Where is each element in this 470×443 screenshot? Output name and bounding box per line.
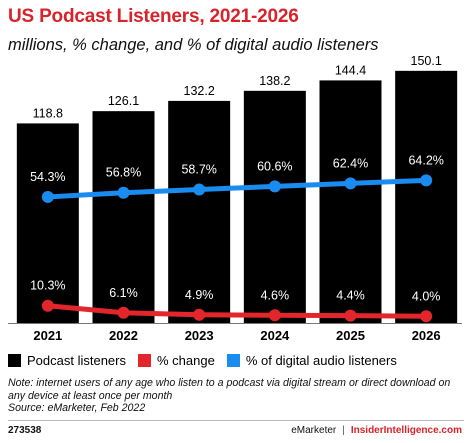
change-line	[47, 303, 427, 319]
footer-divider	[8, 420, 464, 421]
share-point-2023	[193, 183, 206, 196]
x-tick-label-2024: 2024	[260, 328, 290, 343]
chart-notes: Note: internet users of any age who list…	[8, 377, 463, 415]
legend-swatch-change	[138, 353, 151, 367]
footer-brand: eMarketer | InsiderIntelligence.com	[291, 425, 462, 436]
brand-separator: |	[342, 425, 345, 436]
change-label-2026: 4.0%	[412, 289, 441, 303]
legend-item-podcast-listeners: Podcast listeners	[8, 353, 126, 368]
bar-value-label-2023: 132.2	[184, 84, 215, 98]
change-point-2023	[193, 308, 206, 321]
chart-title: US Podcast Listeners, 2021-2026	[8, 6, 299, 27]
change-label-2024: 4.6%	[261, 288, 290, 302]
bar-value-label-2021: 118.8	[33, 106, 63, 120]
legend-item-share: % of digital audio listeners	[226, 352, 397, 368]
note-text: Note: internet users of any age who list…	[8, 377, 451, 402]
x-tick-label-2025: 2025	[336, 328, 365, 343]
change-label-2023: 4.9%	[185, 288, 214, 302]
bar-2026	[395, 70, 458, 323]
change-label-2022: 6.1%	[109, 286, 138, 300]
share-line	[47, 177, 427, 200]
legend-swatch-share	[226, 353, 240, 367]
share-label-2022: 56.8%	[106, 166, 141, 180]
x-tick-label-2023: 2023	[185, 328, 214, 343]
bar-2023	[168, 100, 231, 324]
change-label-2021: 10.3%	[30, 279, 65, 293]
legend-label-podcast-listeners: Podcast listeners	[27, 352, 126, 368]
bar-value-label-2025: 144.4	[335, 63, 366, 77]
chart-id: 273538	[8, 425, 42, 436]
share-point-2025	[344, 177, 357, 190]
share-label-2021: 54.3%	[30, 170, 65, 184]
share-point-2022	[117, 186, 130, 199]
legend-label-change: % change	[157, 352, 215, 368]
change-point-2024	[268, 309, 281, 322]
legend: Podcast listeners % change % of digital …	[8, 352, 409, 368]
bar-2024	[243, 90, 306, 323]
bar-2021	[16, 123, 79, 323]
share-label-2026: 64.2%	[408, 153, 443, 167]
brand-insider-intelligence: InsiderIntelligence.com	[350, 425, 462, 436]
chart-subtitle: millions, % change, and % of digital aud…	[8, 36, 379, 54]
legend-swatch-podcast-listeners	[8, 353, 21, 367]
change-point-2022	[117, 306, 130, 319]
share-point-2024	[268, 180, 281, 193]
change-point-2025	[344, 309, 357, 322]
source-text: Source: eMarketer, Feb 2022	[8, 402, 146, 414]
share-point-2026	[420, 174, 433, 187]
share-point-2021	[41, 190, 54, 203]
bar-value-label-2026: 150.1	[411, 54, 442, 68]
legend-label-share: % of digital audio listeners	[245, 352, 397, 368]
chart-area: 118.8 126.1 132.2 138.2 144.4 150.1 2021 2022 20…	[8, 54, 462, 343]
x-tick-label-2022: 2022	[109, 328, 138, 343]
share-label-2023: 58.7%	[181, 163, 216, 177]
share-label-2025: 62.4%	[333, 156, 368, 170]
x-tick-label-2026: 2026	[412, 328, 441, 343]
bar-2022	[92, 111, 155, 323]
share-label-2024: 60.6%	[257, 159, 292, 173]
bar-value-label-2022: 126.1	[108, 94, 139, 108]
change-label-2025: 4.4%	[336, 289, 365, 303]
legend-item-change: % change	[138, 353, 215, 368]
bar-2025	[319, 80, 382, 324]
change-point-2026	[420, 310, 433, 323]
x-tick-label-2021: 2021	[33, 328, 62, 343]
change-point-2021	[41, 299, 54, 312]
brand-emarketer: eMarketer	[291, 425, 337, 436]
bar-value-label-2024: 138.2	[259, 74, 290, 88]
